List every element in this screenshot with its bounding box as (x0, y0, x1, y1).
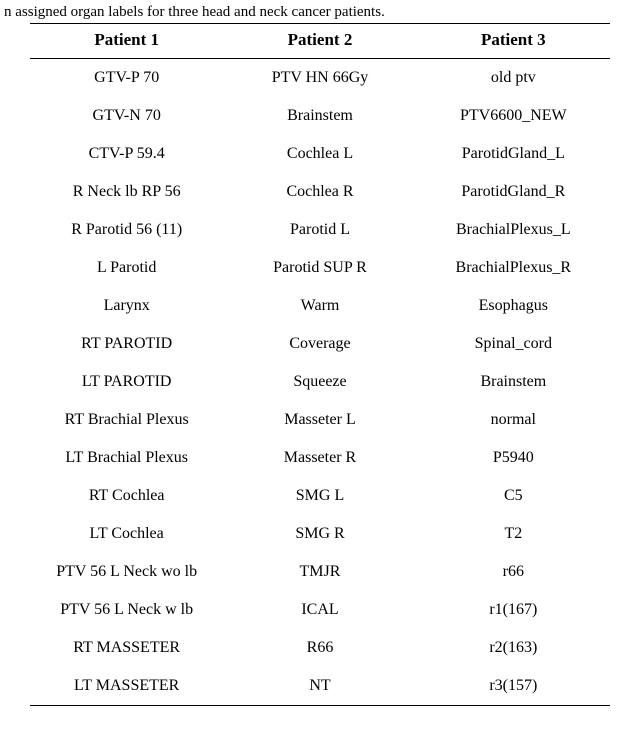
table-cell: BrachialPlexus_R (417, 249, 610, 287)
table-cell: PTV6600_NEW (417, 97, 610, 135)
table-cell: CTV-P 59.4 (30, 135, 223, 173)
table-cell: GTV-P 70 (30, 59, 223, 98)
table-body: GTV-P 70PTV HN 66Gyold ptvGTV-N 70Brains… (30, 59, 610, 706)
table-cell: RT PAROTID (30, 325, 223, 363)
table-cell: r2(163) (417, 629, 610, 667)
table-cell: Cochlea L (223, 135, 416, 173)
table-cell: PTV 56 L Neck wo lb (30, 553, 223, 591)
table-row: L ParotidParotid SUP RBrachialPlexus_R (30, 249, 610, 287)
table-cell: Cochlea R (223, 173, 416, 211)
table-cell: Masseter R (223, 439, 416, 477)
table-row: RT CochleaSMG LC5 (30, 477, 610, 515)
table-row: RT PAROTIDCoverageSpinal_cord (30, 325, 610, 363)
col-header-2: Patient 2 (223, 24, 416, 59)
table-cell: PTV HN 66Gy (223, 59, 416, 98)
table-cell: Masseter L (223, 401, 416, 439)
table-caption: n assigned organ labels for three head a… (0, 0, 640, 23)
table-cell: LT PAROTID (30, 363, 223, 401)
table-cell: SMG L (223, 477, 416, 515)
table-row: LT MASSETERNTr3(157) (30, 667, 610, 706)
table-cell: C5 (417, 477, 610, 515)
table-cell: GTV-N 70 (30, 97, 223, 135)
table-cell: PTV 56 L Neck w lb (30, 591, 223, 629)
table-header-row: Patient 1 Patient 2 Patient 3 (30, 24, 610, 59)
table-row: RT MASSETERR66r2(163) (30, 629, 610, 667)
table-cell: Esophagus (417, 287, 610, 325)
table-cell: Parotid L (223, 211, 416, 249)
organ-labels-table: Patient 1 Patient 2 Patient 3 GTV-P 70PT… (30, 23, 610, 706)
table-cell: r66 (417, 553, 610, 591)
table-cell: Larynx (30, 287, 223, 325)
table-row: PTV 56 L Neck w lbICALr1(167) (30, 591, 610, 629)
table-cell: LT Cochlea (30, 515, 223, 553)
table-row: LT PAROTIDSqueezeBrainstem (30, 363, 610, 401)
table-cell: TMJR (223, 553, 416, 591)
table-cell: ICAL (223, 591, 416, 629)
table-cell: Squeeze (223, 363, 416, 401)
table-cell: RT Brachial Plexus (30, 401, 223, 439)
table-cell: SMG R (223, 515, 416, 553)
table-row: LarynxWarmEsophagus (30, 287, 610, 325)
table-cell: r1(167) (417, 591, 610, 629)
table-row: R Parotid 56 (11)Parotid LBrachialPlexus… (30, 211, 610, 249)
table-cell: Warm (223, 287, 416, 325)
table-row: CTV-P 59.4Cochlea LParotidGland_L (30, 135, 610, 173)
table-row: LT CochleaSMG RT2 (30, 515, 610, 553)
table-cell: ParotidGland_R (417, 173, 610, 211)
table-cell: LT Brachial Plexus (30, 439, 223, 477)
table-row: GTV-P 70PTV HN 66Gyold ptv (30, 59, 610, 98)
table-cell: ParotidGland_L (417, 135, 610, 173)
table-row: LT Brachial PlexusMasseter RP5940 (30, 439, 610, 477)
table-row: PTV 56 L Neck wo lbTMJRr66 (30, 553, 610, 591)
table-row: RT Brachial PlexusMasseter Lnormal (30, 401, 610, 439)
table-cell: Parotid SUP R (223, 249, 416, 287)
table-cell: normal (417, 401, 610, 439)
table-row: GTV-N 70BrainstemPTV6600_NEW (30, 97, 610, 135)
table-row: R Neck lb RP 56Cochlea RParotidGland_R (30, 173, 610, 211)
table-cell: R Parotid 56 (11) (30, 211, 223, 249)
table-cell: P5940 (417, 439, 610, 477)
table-cell: Spinal_cord (417, 325, 610, 363)
table-cell: RT Cochlea (30, 477, 223, 515)
table-cell: r3(157) (417, 667, 610, 706)
table-cell: L Parotid (30, 249, 223, 287)
table-cell: Brainstem (223, 97, 416, 135)
table-cell: RT MASSETER (30, 629, 223, 667)
table-cell: R Neck lb RP 56 (30, 173, 223, 211)
table-cell: T2 (417, 515, 610, 553)
table-cell: BrachialPlexus_L (417, 211, 610, 249)
table-cell: Brainstem (417, 363, 610, 401)
col-header-1: Patient 1 (30, 24, 223, 59)
col-header-3: Patient 3 (417, 24, 610, 59)
table-cell: R66 (223, 629, 416, 667)
table-cell: NT (223, 667, 416, 706)
table-cell: old ptv (417, 59, 610, 98)
table-cell: LT MASSETER (30, 667, 223, 706)
table-cell: Coverage (223, 325, 416, 363)
